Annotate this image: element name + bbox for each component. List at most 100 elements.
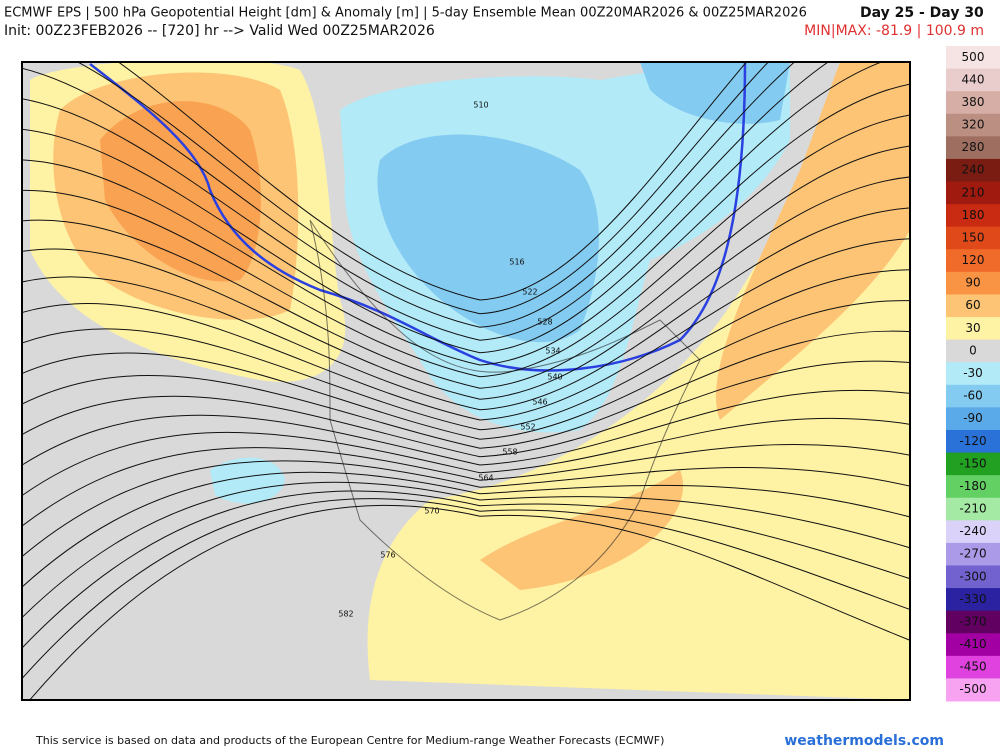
colorbar-cell [946,384,1000,408]
contour-line [22,176,910,400]
anomaly-positive [100,101,261,282]
colorbar-label: -410 [959,637,986,651]
colorbar-cell [946,429,1000,454]
contour-line [22,417,910,497]
colorbar-label: -120 [959,434,986,448]
contour-label: 534 [545,347,560,356]
contour-label: 516 [509,258,524,267]
contour-line [117,62,748,301]
contour-line [22,300,910,440]
colorbar-cell [946,226,1000,250]
colorbar-label: -330 [959,592,986,606]
colorbar-label: 240 [962,163,985,177]
contours [22,62,910,700]
colorbar-label: 280 [962,140,985,154]
init: Init: 00Z23FEB2026 -- [720] hr --> Valid… [4,23,435,39]
colorbar-label: -60 [963,389,983,403]
colorbar-label: -500 [959,682,986,696]
colorbar-label: 90 [965,276,980,290]
contour-line [22,481,910,619]
colorbar-cell [946,407,1000,431]
anomaly-negative [210,457,285,504]
contour-line [22,360,910,458]
anomaly-positive [480,470,684,590]
colorbar-label: -210 [959,502,986,516]
contour-line [22,443,910,527]
colorbar-cell [946,678,1000,702]
colorbar-label: -150 [959,456,986,470]
colorbar-cell [946,362,1000,386]
contour-label: 510 [473,101,488,110]
credit: This service is based on data and produc… [35,734,664,747]
colorbar-cell [946,136,1000,160]
contour-line [29,504,910,700]
colorbar-cell [946,68,1000,92]
colorbar-cell [946,113,1000,137]
colorbar-cell [946,655,1000,679]
colorbar-cell [946,249,1000,273]
colorbar-cell [946,542,1000,566]
site-link[interactable]: weathermodels.com [784,733,944,749]
contour-label: 576 [380,551,395,560]
colorbar-cell [946,294,1000,318]
contour-line [76,62,770,315]
colorbar-cell [946,317,1000,341]
period: Day 25 - Day 30 [860,5,984,21]
contour-label: 540 [547,373,562,382]
contour-line [22,114,910,378]
contour-label: 570 [424,507,439,516]
contour-label: 522 [522,288,537,297]
colorbar-label: -450 [959,660,986,674]
contour-line [22,83,910,366]
colorbar: 500 440 380 320 280 240 210 180 150 120 90 60 30 0 -30… [946,46,1000,702]
contour-labels: 510 516 522 528 534 540 546 552 558 564 570 576 582 [338,101,562,619]
colorbar-cell [946,610,1000,634]
colorbar-label: -270 [959,547,986,561]
contour-line [22,460,910,558]
contour-label: 558 [502,448,517,457]
colorbar-cell [946,181,1000,205]
contour-label: 528 [537,318,552,327]
anomaly-negative [640,62,790,124]
colorbar-cell [946,497,1000,521]
colorbar-cell [946,565,1000,589]
colorbar-cell [946,633,1000,657]
colorbar-cell [946,339,1000,363]
colorbar-cell [946,475,1000,499]
contour-line [22,389,910,466]
colorbar-label: 150 [962,230,985,244]
colorbar-cell [946,91,1000,115]
colorbar-label: 30 [965,321,980,335]
colorbar-label: 500 [962,50,985,64]
colorbar-cell [946,46,1000,70]
colorbar-cell [946,452,1000,476]
colorbar-cell [946,520,1000,544]
colorbar-label: 440 [962,72,985,86]
contour-line [22,330,910,449]
colorbar-label: -30 [963,366,983,380]
contour-label: 546 [532,398,547,407]
colorbar-cell [946,588,1000,612]
contour-line [22,62,884,354]
minmax: MIN|MAX: -81.9 | 100.9 m [804,23,984,39]
colorbar-label: 180 [962,208,985,222]
colorbar-cell [946,271,1000,295]
map: 510 516 522 528 534 540 546 552 558 564 570 576 582 [22,62,910,700]
contour-line [22,62,796,328]
contour-line [22,498,910,680]
contour-label: 552 [520,423,535,432]
contour-line [22,238,910,421]
colorbar-label: -180 [959,479,986,493]
map-frame [21,61,911,701]
contour-line [22,207,910,411]
title: ECMWF EPS | 500 hPa Geopotential Height … [4,6,807,21]
colorbar-cell [946,204,1000,228]
contour-label: 582 [338,610,353,619]
colorbar-label: -370 [959,614,986,628]
colorbar-label: 320 [962,118,985,132]
colorbar-label: -240 [959,524,986,538]
colorbar-label: 60 [965,298,980,312]
contour-line [22,62,830,341]
